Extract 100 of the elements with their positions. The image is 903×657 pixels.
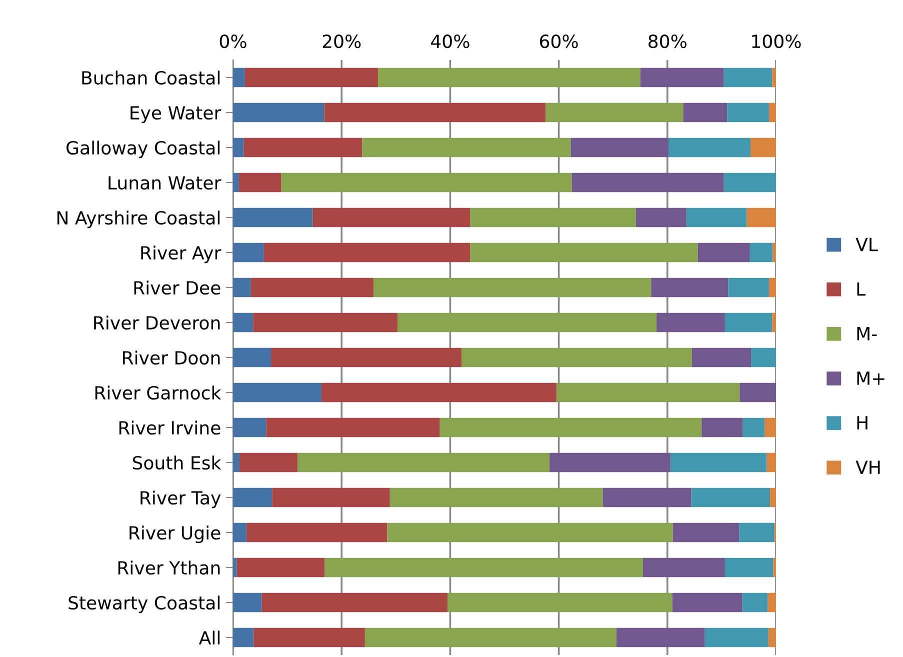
bar (233, 208, 313, 228)
bar (772, 68, 776, 88)
bar (390, 488, 603, 508)
bar (233, 278, 251, 298)
bar (272, 488, 390, 508)
y-tick-label: River Deveron (94, 316, 220, 330)
bar (642, 558, 725, 578)
bar (233, 382, 322, 402)
bar (572, 172, 724, 192)
bar (724, 558, 774, 578)
x-tick-label: 40% (431, 34, 470, 48)
bar (683, 102, 728, 122)
y-tick-label: N Ayrshire Coastal (57, 210, 220, 228)
bar (378, 68, 640, 88)
bar (651, 278, 728, 298)
bar (724, 68, 772, 88)
y-tick-label: All (198, 630, 220, 644)
bar (398, 312, 657, 332)
bar (470, 208, 636, 228)
y-tick-label: River Dee (134, 280, 220, 295)
bar (312, 208, 470, 228)
bar (724, 312, 772, 332)
bar (236, 558, 325, 578)
bar (440, 418, 702, 438)
y-tick-label: River Garnock (95, 386, 222, 400)
bar (727, 102, 769, 122)
bar (636, 208, 686, 228)
bar (447, 592, 672, 612)
bar (670, 452, 767, 472)
x-tick-label: 100% (752, 34, 801, 48)
bar (233, 138, 244, 158)
bar (233, 312, 254, 332)
y-tick-label: South Esk (132, 456, 222, 470)
bar (244, 138, 362, 158)
bar (324, 558, 643, 578)
y-tick-label: River Irvine (119, 420, 220, 435)
bar (740, 382, 776, 402)
bar (233, 628, 254, 648)
bar (668, 138, 750, 158)
bar (686, 208, 747, 228)
bar (751, 348, 776, 368)
bar (262, 592, 448, 612)
bar (233, 172, 239, 192)
y-tick-label: Stewarty Coastal (68, 596, 220, 614)
x-tick-label: 60% (540, 34, 578, 48)
bar (362, 138, 571, 158)
bar (233, 558, 237, 578)
legend-label: L (857, 282, 866, 296)
bar (546, 102, 684, 122)
y-tick-label: River Tay (140, 490, 221, 508)
bar (698, 242, 750, 262)
bar (616, 628, 705, 648)
bar (739, 522, 774, 542)
legend-label: VH (856, 460, 880, 474)
bar (271, 348, 462, 368)
bar (264, 242, 470, 262)
bar (374, 278, 652, 298)
bar (233, 348, 272, 368)
bar (233, 68, 245, 88)
bar (768, 592, 776, 612)
bar (250, 278, 374, 298)
bar (773, 558, 776, 578)
bar (724, 172, 776, 192)
bar (387, 522, 673, 542)
bar (770, 488, 776, 508)
bar (240, 452, 298, 472)
bar (764, 418, 776, 438)
bar (246, 522, 388, 542)
bar (238, 172, 282, 192)
bar (672, 592, 742, 612)
bar (640, 68, 724, 88)
bar (462, 348, 692, 368)
bar (750, 242, 773, 262)
bar (233, 242, 264, 262)
bar (233, 452, 240, 472)
bar (746, 208, 776, 228)
bar (244, 68, 378, 88)
y-tick-label: River Ythan (118, 560, 220, 575)
x-tick-label: 0% (220, 34, 246, 48)
legend-label: M+ (857, 372, 884, 385)
bar (742, 418, 765, 438)
bar (322, 382, 557, 402)
bar (672, 522, 740, 542)
bar (772, 242, 776, 262)
y-tick-label: River Ugie (130, 526, 220, 544)
bar (470, 242, 698, 262)
bar (281, 172, 572, 192)
y-tick-label: Galloway Coastal (66, 140, 220, 158)
bar (728, 278, 769, 298)
y-tick-label: Eye Water (130, 106, 222, 124)
bar (772, 312, 776, 332)
bar (298, 452, 550, 472)
x-tick-label: 80% (648, 34, 686, 48)
bar (691, 488, 770, 508)
legend-label: M- (857, 327, 877, 340)
bar (233, 488, 272, 508)
bar (254, 628, 365, 648)
y-tick-label: Lunan Water (108, 176, 222, 190)
y-tick-label: River Ayr (141, 246, 222, 264)
bar (233, 522, 247, 542)
